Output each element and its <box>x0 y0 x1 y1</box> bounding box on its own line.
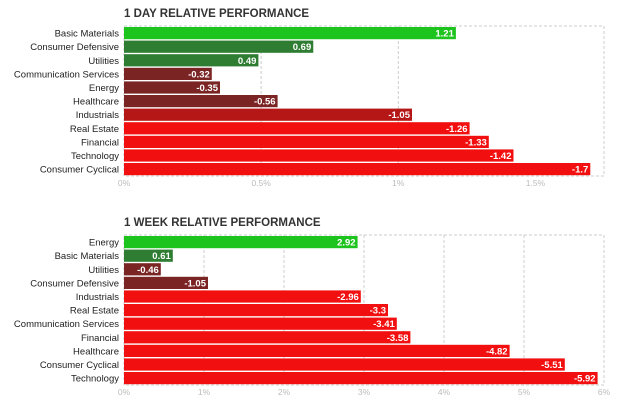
week-tick-label: 0% <box>118 387 131 397</box>
week-value-label: -4.82 <box>486 346 508 357</box>
week-bar <box>124 358 565 371</box>
day-bar <box>124 54 259 67</box>
week-value-label: -2.96 <box>337 292 359 303</box>
week-category-label: Basic Materials <box>55 251 120 262</box>
week-value-label: 2.92 <box>337 238 356 249</box>
day-value-label: -0.32 <box>188 69 210 80</box>
day-category-label: Industrials <box>76 110 120 121</box>
week-tick-label: 5% <box>518 387 531 397</box>
week-category-label: Communication Services <box>14 319 119 330</box>
day-bar <box>124 149 514 162</box>
day-category-label: Basic Materials <box>55 29 120 40</box>
day-value-label: -1.26 <box>446 124 468 135</box>
day-category-label: Communication Services <box>14 69 119 80</box>
day-tick-label: 1% <box>392 178 405 188</box>
day-category-label: Real Estate <box>70 124 119 135</box>
day-tick-label: 0.5% <box>251 178 271 188</box>
day-bar <box>124 135 489 148</box>
week-tick-label: 6% <box>598 387 611 397</box>
week-chart-title: 1 WEEK RELATIVE PERFORMANCE <box>124 217 321 229</box>
day-value-label: 0.49 <box>238 56 257 67</box>
day-bar <box>124 40 314 53</box>
week-tick-label: 4% <box>438 387 451 397</box>
week-value-label: -5.51 <box>541 360 563 371</box>
day-category-label: Consumer Cyclical <box>40 165 119 176</box>
day-category-label: Utilities <box>88 56 119 67</box>
week-bar <box>124 317 397 330</box>
week-value-label: -5.92 <box>574 374 596 385</box>
day-value-label: -1.33 <box>465 137 487 148</box>
week-value-label: -3.41 <box>373 319 395 330</box>
week-value-label: -3.58 <box>387 333 409 344</box>
week-bar <box>124 304 388 317</box>
day-bar <box>124 81 220 94</box>
week-bar <box>124 344 510 357</box>
week-category-label: Industrials <box>76 292 120 303</box>
day-tick-label: 1.5% <box>526 178 546 188</box>
week-value-label: -3.3 <box>370 306 386 317</box>
week-bar <box>124 276 208 289</box>
week-tick-label: 3% <box>358 387 371 397</box>
week-bar <box>124 290 361 303</box>
week-bar <box>124 249 173 262</box>
day-bar <box>124 108 412 121</box>
day-value-label: -0.35 <box>196 83 218 94</box>
day-category-label: Consumer Defensive <box>30 42 119 53</box>
week-category-label: Healthcare <box>73 346 119 357</box>
day-bar <box>124 27 456 40</box>
week-bar <box>124 263 161 276</box>
day-bar <box>124 95 278 108</box>
day-category-label: Technology <box>71 151 119 162</box>
day-category-label: Energy <box>89 83 119 94</box>
week-value-label: 0.61 <box>152 251 171 262</box>
day-value-label: 1.21 <box>435 29 454 40</box>
week-category-label: Real Estate <box>70 306 119 317</box>
day-value-label: -1.05 <box>388 110 410 121</box>
week-category-label: Energy <box>89 238 119 249</box>
week-bar <box>124 372 598 385</box>
week-category-label: Consumer Cyclical <box>40 360 119 371</box>
day-value-label: -1.42 <box>490 151 512 162</box>
day-bar <box>124 163 591 176</box>
week-tick-label: 1% <box>198 387 211 397</box>
week-value-label: -0.46 <box>137 265 159 276</box>
day-category-label: Financial <box>81 137 119 148</box>
day-bar <box>124 122 470 135</box>
week-tick-label: 2% <box>278 387 291 397</box>
week-bar <box>124 331 411 344</box>
day-tick-label: 0% <box>118 178 131 188</box>
day-bar <box>124 67 212 80</box>
day-value-label: 0.69 <box>293 42 312 53</box>
day-value-label: -1.7 <box>572 165 588 176</box>
week-category-label: Utilities <box>88 265 119 276</box>
week-bar <box>124 236 358 249</box>
day-category-label: Healthcare <box>73 97 119 108</box>
week-category-label: Financial <box>81 333 119 344</box>
week-category-label: Technology <box>71 374 119 385</box>
day-chart-title: 1 DAY RELATIVE PERFORMANCE <box>124 8 309 20</box>
day-value-label: -0.56 <box>254 97 276 108</box>
week-value-label: -1.05 <box>184 278 206 289</box>
week-category-label: Consumer Defensive <box>30 278 119 289</box>
